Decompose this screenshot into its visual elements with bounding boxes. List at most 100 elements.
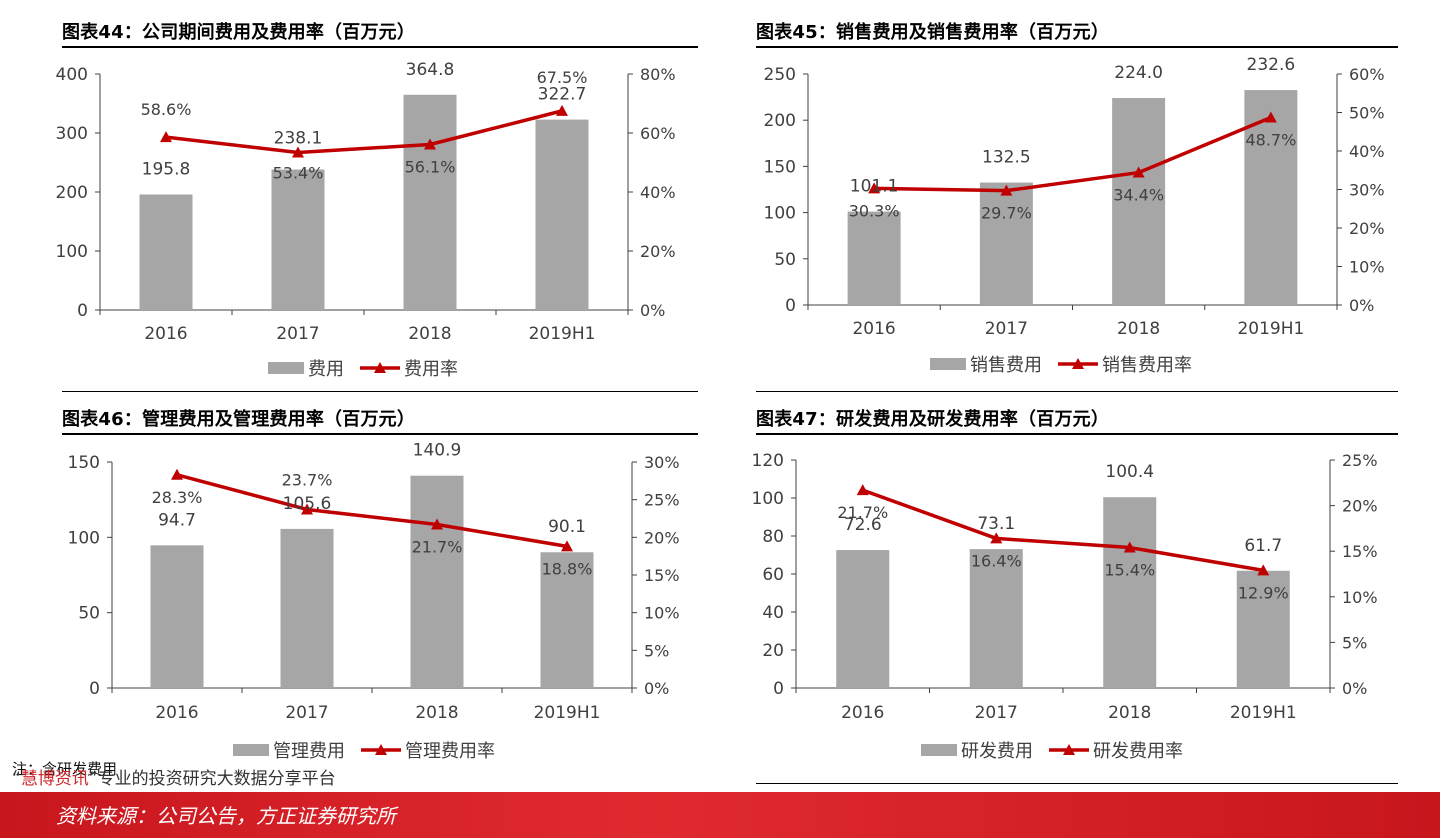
rate-value-label: 16.4% [971, 551, 1022, 570]
y-left-tick-label: 200 [764, 111, 796, 131]
x-tick-label: 2018 [408, 324, 451, 344]
bar [979, 182, 1033, 305]
bar [271, 169, 325, 310]
y-left-tick-label: 100 [56, 242, 88, 262]
legend-line-label: 费用率 [404, 359, 458, 380]
y-left-tick-label: 80 [762, 527, 784, 547]
bar [847, 211, 901, 305]
x-tick-label: 2016 [852, 319, 895, 339]
bar-value-label: 72.6 [844, 515, 882, 535]
bar [280, 528, 334, 688]
y-right-tick-label: 20% [1342, 497, 1378, 516]
y-left-tick-label: 120 [752, 451, 784, 471]
x-tick-label: 2018 [1117, 319, 1160, 339]
chart-title: 图表45：销售费用及销售费用率（百万元） [756, 22, 1110, 43]
x-tick-label: 2016 [841, 703, 884, 723]
x-tick-label: 2019H1 [1237, 319, 1304, 339]
bottom-rule [756, 391, 1398, 392]
y-right-tick-label: 15% [1342, 542, 1378, 561]
x-tick-label: 2017 [985, 319, 1028, 339]
y-right-tick-label: 10% [644, 604, 680, 623]
y-right-tick-label: 5% [644, 641, 669, 660]
y-left-tick-label: 100 [752, 489, 784, 509]
x-tick-label: 2018 [415, 703, 458, 723]
bar-value-label: 232.6 [1247, 55, 1296, 75]
bottom-rule [62, 391, 698, 392]
x-tick-label: 2019H1 [1230, 703, 1297, 723]
legend-line-marker [1063, 744, 1075, 755]
rate-marker [990, 532, 1003, 544]
watermark-text: ”专业的投资研究大数据分享平台 [88, 769, 336, 789]
rate-value-label: 30.3% [849, 201, 900, 220]
x-tick-label: 2019H1 [534, 703, 601, 723]
x-tick-label: 2016 [155, 703, 198, 723]
rate-value-label: 21.7% [837, 503, 888, 522]
rate-marker [1123, 541, 1136, 553]
y-left-tick-label: 100 [68, 528, 100, 548]
bottom-rule [756, 783, 1398, 784]
y-left-tick-label: 40 [762, 603, 784, 623]
y-right-tick-label: 30% [1349, 181, 1385, 200]
y-right-tick-label: 0% [640, 301, 665, 320]
source-note: 资料来源：公司公告，方正证券研究所 [56, 804, 396, 828]
y-left-tick-label: 0 [89, 679, 100, 699]
rate-marker [431, 518, 443, 530]
chart-panel-46: 图表46：管理费用及管理费用率（百万元） [62, 0, 698, 784]
bar [139, 194, 193, 310]
y-right-tick-label: 50% [1349, 104, 1385, 123]
y-left-tick-label: 100 [764, 204, 796, 224]
rate-marker [556, 104, 568, 116]
x-tick-label: 2018 [1108, 703, 1151, 723]
legend-bar-swatch [921, 744, 957, 756]
footer-band [0, 792, 1440, 838]
chart-title: 图表46：管理费用及管理费用率（百万元） [62, 409, 416, 430]
bar-value-label: 94.7 [158, 510, 196, 530]
bar-value-label: 224.0 [1114, 63, 1163, 83]
chart-panel-45: 图表45：销售费用及销售费用率（百万元） [756, 0, 1398, 392]
legend-line-label: 管理费用率 [405, 741, 495, 762]
y-left-tick-label: 0 [785, 296, 796, 316]
bar-value-label: 101.1 [850, 177, 899, 197]
bar-value-label: 364.8 [406, 60, 455, 80]
y-right-tick-label: 10% [1342, 588, 1378, 607]
rate-value-label: 34.4% [1113, 186, 1164, 205]
rate-marker [171, 468, 183, 480]
chart-panel-44: 图表44：公司期间费用及费用率（百万元） [62, 0, 698, 392]
rate-marker [1000, 184, 1013, 196]
legend-line-marker [1072, 358, 1084, 369]
rate-value-label: 53.4% [273, 163, 324, 182]
rate-marker [301, 503, 313, 515]
bar [150, 545, 204, 688]
bar-value-label: 90.1 [548, 517, 586, 537]
x-tick-label: 2017 [276, 324, 319, 344]
y-right-tick-label: 20% [640, 242, 676, 261]
rate-marker [856, 484, 869, 496]
rate-marker [292, 146, 304, 158]
y-right-tick-label: 80% [640, 65, 676, 84]
y-left-tick-label: 200 [56, 183, 88, 203]
bar-value-label: 61.7 [1244, 536, 1282, 556]
y-left-tick-label: 50 [78, 604, 100, 624]
legend-line-marker [375, 744, 387, 755]
title-rule [62, 433, 698, 435]
rate-line [862, 488, 1264, 573]
chart-title: 图表47：研发费用及研发费用率（百万元） [756, 409, 1110, 430]
rate-value-label: 48.7% [1245, 131, 1296, 150]
rate-value-label: 28.3% [152, 488, 203, 507]
x-tick-label: 2016 [144, 324, 187, 344]
legend-bar-label: 研发费用 [961, 741, 1033, 762]
y-right-tick-label: 60% [640, 124, 676, 143]
legend-bar-label: 销售费用 [970, 355, 1042, 376]
bar [535, 119, 589, 311]
legend-line-label: 研发费用率 [1093, 741, 1183, 762]
watermark-quote: “ [12, 769, 21, 789]
rate-value-label: 15.4% [1104, 561, 1155, 580]
rate-marker [1257, 564, 1270, 576]
title-rule [62, 46, 698, 48]
x-tick-label: 2017 [975, 703, 1018, 723]
rate-marker [1132, 166, 1145, 178]
bar [403, 94, 457, 310]
watermark-brand: 慧博资讯 [20, 769, 89, 789]
